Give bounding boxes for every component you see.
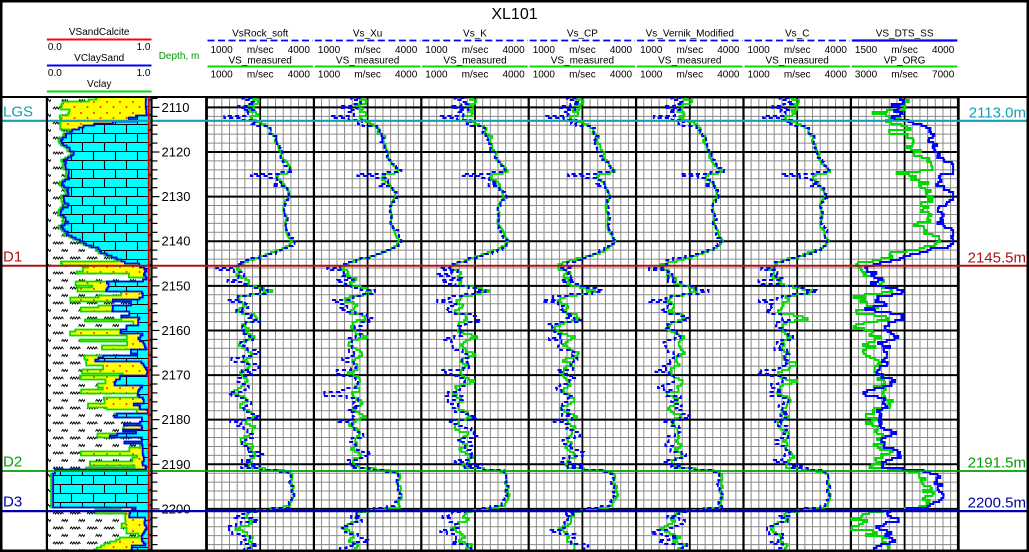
svg-text:2180: 2180 (162, 412, 191, 427)
svg-text:m/sec: m/sec (354, 45, 381, 56)
svg-text:m/sec: m/sec (354, 70, 381, 81)
svg-text:2191.5m: 2191.5m (968, 455, 1026, 472)
svg-text:2160: 2160 (162, 323, 191, 338)
svg-text:1000: 1000 (318, 45, 341, 56)
svg-text:4000: 4000 (610, 45, 633, 56)
svg-text:1000: 1000 (533, 70, 556, 81)
svg-text:7000: 7000 (932, 70, 955, 81)
svg-text:VS_measured: VS_measured (551, 56, 614, 67)
svg-text:1000: 1000 (425, 70, 448, 81)
svg-text:1.0: 1.0 (137, 68, 151, 79)
svg-text:m/sec: m/sec (784, 70, 811, 81)
svg-text:4000: 4000 (288, 45, 311, 56)
svg-text:4000: 4000 (717, 70, 740, 81)
svg-text:2170: 2170 (162, 368, 191, 383)
svg-text:VP_ORG: VP_ORG (884, 56, 926, 67)
svg-text:2150: 2150 (162, 278, 191, 293)
svg-text:4000: 4000 (717, 45, 740, 56)
svg-text:VS_measured: VS_measured (229, 56, 292, 67)
svg-text:VS_measured: VS_measured (443, 56, 506, 67)
svg-text:0.0: 0.0 (48, 68, 62, 79)
svg-text:m/sec: m/sec (891, 70, 918, 81)
svg-text:1500: 1500 (855, 45, 878, 56)
svg-text:2110: 2110 (162, 100, 190, 115)
svg-text:4000: 4000 (395, 70, 418, 81)
svg-text:2200.5m: 2200.5m (968, 495, 1026, 512)
svg-text:VS_measured: VS_measured (658, 56, 721, 67)
svg-text:2145.5m: 2145.5m (968, 249, 1026, 266)
svg-text:D2: D2 (3, 454, 22, 471)
svg-text:D1: D1 (3, 248, 22, 265)
svg-text:2113.0m: 2113.0m (969, 104, 1026, 121)
svg-text:VsRock_soft: VsRock_soft (232, 29, 288, 40)
svg-text:1000: 1000 (748, 45, 771, 56)
svg-text:4000: 4000 (932, 45, 955, 56)
svg-text:VS_measured: VS_measured (336, 56, 399, 67)
svg-text:2130: 2130 (162, 189, 191, 204)
svg-text:4000: 4000 (825, 45, 848, 56)
svg-text:m/sec: m/sec (247, 45, 274, 56)
svg-text:1000: 1000 (748, 70, 771, 81)
svg-text:Vs_C: Vs_C (785, 29, 809, 40)
svg-text:1000: 1000 (640, 45, 663, 56)
svg-text:m/sec: m/sec (462, 70, 489, 81)
svg-text:m/sec: m/sec (676, 70, 703, 81)
svg-text:VS_DTS_SS: VS_DTS_SS (876, 29, 934, 40)
svg-text:m/sec: m/sec (891, 45, 918, 56)
svg-text:3000: 3000 (855, 70, 878, 81)
svg-text:1000: 1000 (425, 45, 448, 56)
svg-text:D3: D3 (3, 494, 22, 511)
svg-text:Vs_K: Vs_K (463, 29, 487, 40)
svg-text:Vs_CP: Vs_CP (567, 29, 598, 40)
svg-text:Depth, m: Depth, m (159, 51, 200, 62)
svg-text:0.0: 0.0 (48, 42, 62, 53)
svg-text:m/sec: m/sec (784, 45, 811, 56)
svg-text:2140: 2140 (162, 234, 191, 249)
svg-text:m/sec: m/sec (569, 70, 596, 81)
svg-text:1000: 1000 (318, 70, 341, 81)
svg-text:XL101: XL101 (491, 6, 537, 23)
svg-text:m/sec: m/sec (247, 70, 274, 81)
svg-text:4000: 4000 (502, 45, 525, 56)
svg-text:1000: 1000 (640, 70, 663, 81)
svg-text:4000: 4000 (825, 70, 848, 81)
svg-text:Vs_Xu: Vs_Xu (353, 29, 382, 40)
svg-text:1000: 1000 (211, 45, 234, 56)
svg-text:2200: 2200 (162, 501, 191, 516)
svg-text:1.0: 1.0 (137, 42, 151, 53)
svg-text:1000: 1000 (533, 45, 556, 56)
svg-text:4000: 4000 (610, 70, 633, 81)
svg-text:Vs_Vernik_Modified: Vs_Vernik_Modified (646, 29, 734, 40)
svg-text:2120: 2120 (162, 145, 191, 160)
svg-text:4000: 4000 (395, 45, 418, 56)
svg-text:1000: 1000 (211, 70, 234, 81)
svg-text:Vclay: Vclay (87, 79, 111, 90)
svg-text:m/sec: m/sec (462, 45, 489, 56)
svg-text:4000: 4000 (288, 70, 311, 81)
svg-text:VSandCalcite: VSandCalcite (69, 27, 130, 38)
svg-text:m/sec: m/sec (676, 45, 703, 56)
svg-text:VClaySand: VClaySand (74, 53, 124, 64)
svg-text:4000: 4000 (502, 70, 525, 81)
svg-text:2190: 2190 (162, 457, 191, 472)
svg-text:LGS: LGS (3, 103, 33, 120)
svg-text:VS_measured: VS_measured (766, 56, 829, 67)
svg-text:m/sec: m/sec (569, 45, 596, 56)
